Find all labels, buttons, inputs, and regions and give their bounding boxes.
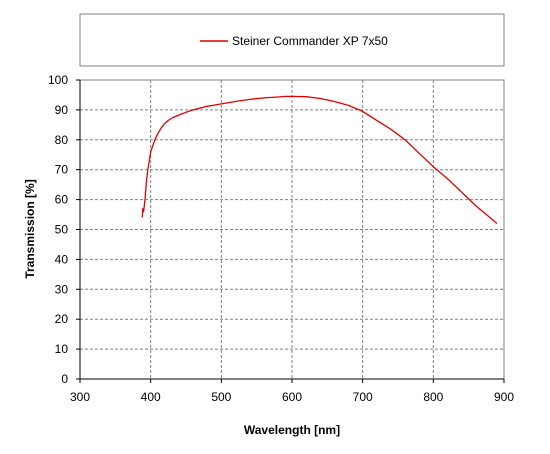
axis-ticks: 300 400 500 600 700 800 900 0 10 20 30 40 50 60 70 80 90… [48, 73, 514, 404]
x-tick-label-500: 500 [211, 390, 231, 404]
x-tick-label-800: 800 [423, 390, 443, 404]
y-tick-label-30: 30 [55, 282, 69, 296]
series-layer [141, 95, 498, 224]
y-tick-label-90: 90 [55, 103, 69, 117]
grid-lines [80, 80, 504, 379]
y-tick-label-50: 50 [55, 223, 69, 237]
y-tick-label-0: 0 [61, 372, 68, 386]
y-tick-label-60: 60 [55, 193, 69, 207]
x-tick-label-900: 900 [494, 390, 514, 404]
x-tick-label-600: 600 [282, 390, 302, 404]
y-tick-label-40: 40 [55, 252, 69, 266]
y-tick-label-20: 20 [55, 312, 69, 326]
y-tick-label-100: 100 [48, 73, 68, 87]
y-axis-label: Transmission [%] [23, 179, 37, 278]
x-tick-label-300: 300 [70, 390, 90, 404]
y-tick-label-80: 80 [55, 133, 69, 147]
legend-label: Steiner Commander XP 7x50 [232, 34, 388, 48]
legend-box [79, 13, 505, 67]
y-tick-label-70: 70 [55, 163, 69, 177]
x-tick-label-700: 700 [353, 390, 373, 404]
x-axis-label: Wavelength [nm] [244, 423, 340, 437]
y-tick-label-10: 10 [55, 342, 69, 356]
x-tick-label-400: 400 [141, 390, 161, 404]
series-line-0 [141, 95, 498, 224]
